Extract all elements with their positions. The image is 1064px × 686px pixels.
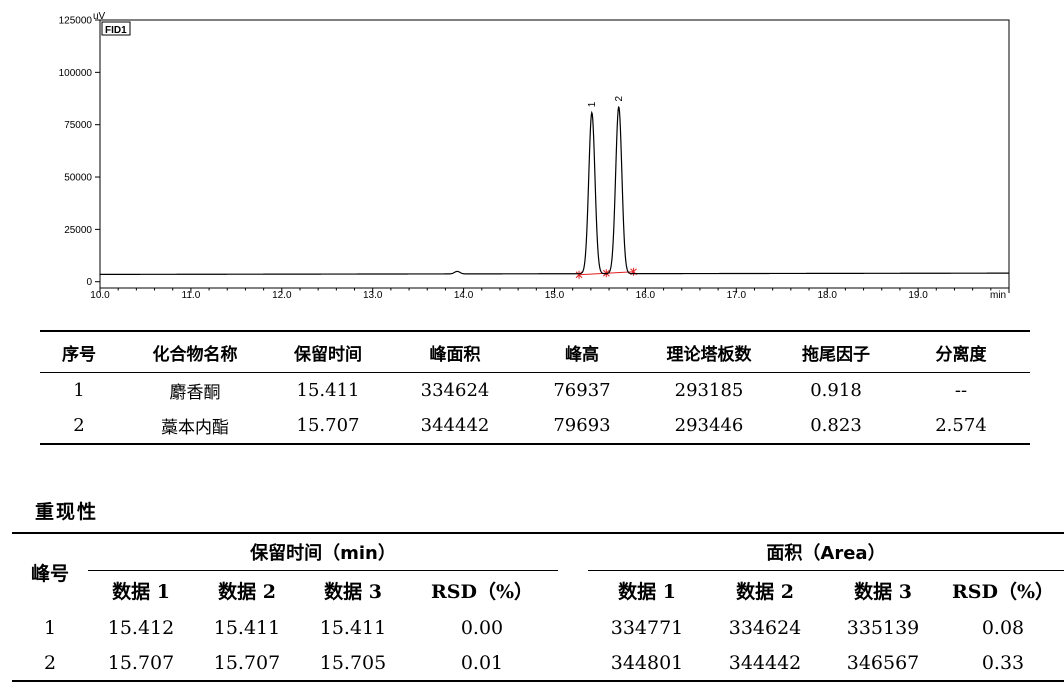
table-cell: 15.412 bbox=[107, 616, 175, 639]
table-cell: 2.574 bbox=[892, 408, 1030, 445]
y-axis-ticks: 125000 100000 75000 50000 25000 0 bbox=[59, 16, 100, 288]
table-cell: 藁本内酯 bbox=[118, 408, 272, 445]
y-tick-label: 25000 bbox=[64, 225, 92, 236]
header-peak-area: 峰面积 bbox=[384, 330, 526, 373]
x-tick-label: 11.0 bbox=[182, 290, 201, 301]
table-cell: 15.411 bbox=[296, 380, 360, 401]
y-unit-label: uV bbox=[93, 11, 106, 22]
table1-header-row: 序号 化合物名称 保留时间 峰面积 峰高 理论塔板数 拖尾因子 分离度 bbox=[40, 330, 1030, 373]
table-cell: -- bbox=[954, 380, 968, 401]
header-area-data1: 数据 1 bbox=[618, 581, 676, 603]
header-area-group: 面积（Area） bbox=[588, 532, 1064, 571]
header-retention-group: 保留时间（min） bbox=[88, 532, 558, 571]
table-cell: 2 bbox=[40, 408, 118, 445]
x-tick-label: 10.0 bbox=[90, 290, 110, 301]
peak-labels: 12 bbox=[587, 96, 625, 108]
table-row: 1 15.412 15.411 15.411 0.00 334771 33462… bbox=[12, 610, 1064, 645]
peak-label: 1 bbox=[587, 101, 598, 107]
table-cell: 0.01 bbox=[406, 645, 558, 682]
header-tailing: 拖尾因子 bbox=[780, 330, 892, 373]
y-tick-label: 125000 bbox=[59, 16, 93, 27]
table-cell: 15.411 bbox=[213, 616, 281, 639]
table-cell: 334624 bbox=[420, 380, 490, 401]
header-compound: 化合物名称 bbox=[118, 330, 272, 373]
header-plates: 理论塔板数 bbox=[638, 330, 780, 373]
baseline-marker bbox=[575, 270, 583, 279]
table-cell: 15.411 bbox=[319, 616, 387, 639]
header-area-rsd: RSD（%） bbox=[951, 581, 1055, 603]
group-spacer bbox=[558, 532, 588, 571]
group-spacer bbox=[558, 645, 588, 682]
x-tick-label: 14.0 bbox=[454, 290, 474, 301]
table-cell: 0.33 bbox=[942, 645, 1064, 682]
table-cell: 334771 bbox=[610, 616, 684, 639]
x-tick-label: 15.0 bbox=[545, 290, 565, 301]
table-cell: 2 bbox=[12, 645, 88, 682]
table2-sub-header-row: 数据 1 数据 2 数据 3 RSD（%） 数据 1 数据 2 数据 3 RSD… bbox=[12, 571, 1064, 611]
detector-label-box bbox=[101, 21, 131, 36]
x-tick-label: 16.0 bbox=[636, 290, 656, 301]
table2-group-header-row: 峰号 保留时间（min） 面积（Area） bbox=[12, 532, 1064, 610]
header-rt-rsd: RSD（%） bbox=[430, 581, 534, 603]
y-tick-label: 50000 bbox=[64, 173, 92, 184]
peak-label: 2 bbox=[614, 96, 625, 102]
section-title: 重现性 bbox=[35, 501, 99, 523]
x-tick-label: 19.0 bbox=[908, 290, 928, 301]
group-spacer bbox=[558, 571, 588, 611]
table-cell: 1 bbox=[73, 380, 85, 401]
header-peak-number: 峰号 bbox=[12, 532, 88, 610]
table-cell: 293446 bbox=[638, 408, 780, 445]
header-retention-time: 保留时间 bbox=[272, 330, 384, 373]
table-cell: 346567 bbox=[824, 645, 942, 682]
reproducibility-table: 峰号 保留时间（min） 面积（Area） 数据 1 数据 2 数据 3 RSD… bbox=[12, 532, 1064, 682]
group-spacer bbox=[558, 610, 588, 645]
header-rt-data2: 数据 2 bbox=[218, 581, 276, 603]
x-unit-label: min bbox=[990, 290, 1006, 301]
table-cell: 79693 bbox=[526, 408, 638, 445]
table-cell: 1 bbox=[43, 616, 57, 639]
table-cell: 麝香酮 bbox=[169, 383, 221, 403]
header-index: 序号 bbox=[40, 330, 118, 373]
table-cell: 344801 bbox=[588, 645, 706, 682]
table-row: 2 15.707 15.707 15.705 0.01 344801 34444… bbox=[12, 645, 1064, 682]
table-cell: 15.705 bbox=[300, 645, 406, 682]
x-tick-label: 17.0 bbox=[727, 290, 747, 301]
table-cell: 76937 bbox=[553, 380, 611, 401]
table-cell: 15.707 bbox=[194, 645, 300, 682]
y-tick-label: 0 bbox=[86, 277, 92, 288]
table-cell: 0.918 bbox=[810, 380, 862, 401]
y-tick-label: 75000 bbox=[64, 120, 92, 131]
table-cell: 344442 bbox=[706, 645, 824, 682]
header-area-data2: 数据 2 bbox=[736, 581, 794, 603]
table-cell: 0.823 bbox=[780, 408, 892, 445]
x-axis-ticks: 10.0 11.0 12.0 13.0 14.0 15.0 16.0 17.0 18.0 19.0 bbox=[90, 288, 1010, 301]
chromatogram-trace bbox=[100, 106, 1009, 275]
header-rt-data1: 数据 1 bbox=[112, 581, 170, 603]
table-cell: 0.00 bbox=[460, 616, 504, 639]
table-cell: 293185 bbox=[674, 380, 744, 401]
y-tick-label: 100000 bbox=[59, 68, 93, 79]
table-row: 2 藁本内酯 15.707 344442 79693 293446 0.823 … bbox=[40, 408, 1030, 445]
header-area-data3: 数据 3 bbox=[854, 581, 912, 603]
table-cell: 334624 bbox=[728, 616, 802, 639]
header-peak-height: 峰高 bbox=[526, 330, 638, 373]
table-cell: 335139 bbox=[846, 616, 920, 639]
table-cell: 344442 bbox=[384, 408, 526, 445]
plot-frame bbox=[99, 19, 1010, 289]
table-cell: 0.08 bbox=[981, 616, 1025, 639]
chromatogram: uV FID1 min 125000 100000 75000 50000 25000 0… bbox=[59, 11, 1010, 301]
x-tick-label: 12.0 bbox=[272, 290, 292, 301]
header-rt-data3: 数据 3 bbox=[324, 581, 382, 603]
table-row: 1 麝香酮 15.411 334624 76937 293185 0.918 -… bbox=[40, 373, 1030, 409]
x-tick-label: 13.0 bbox=[363, 290, 383, 301]
table-cell: 15.707 bbox=[88, 645, 194, 682]
header-resolution: 分离度 bbox=[892, 330, 1030, 373]
table-cell: 15.707 bbox=[272, 408, 384, 445]
x-tick-label: 18.0 bbox=[817, 290, 837, 301]
detector-label: FID1 bbox=[105, 25, 127, 36]
system-suitability-table: 序号 化合物名称 保留时间 峰面积 峰高 理论塔板数 拖尾因子 分离度 1 麝香… bbox=[40, 330, 1030, 445]
